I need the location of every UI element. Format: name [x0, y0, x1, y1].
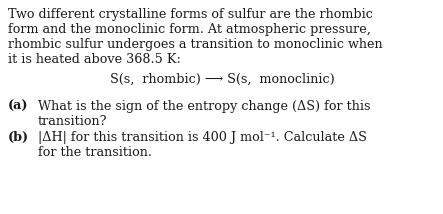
Text: (b): (b)	[8, 131, 29, 144]
Text: Two different crystalline forms of sulfur are the rhombic: Two different crystalline forms of sulfu…	[8, 8, 373, 21]
Text: rhombic sulfur undergoes a transition to monoclinic when: rhombic sulfur undergoes a transition to…	[8, 38, 383, 51]
Text: S(s,  rhombic) ⟶ S(s,  monoclinic): S(s, rhombic) ⟶ S(s, monoclinic)	[110, 73, 335, 86]
Text: transition?: transition?	[38, 115, 108, 128]
Text: form and the monoclinic form. At atmospheric pressure,: form and the monoclinic form. At atmosph…	[8, 23, 371, 36]
Text: What is the sign of the entropy change (ΔS) for this: What is the sign of the entropy change (…	[38, 100, 370, 113]
Text: for the transition.: for the transition.	[38, 146, 152, 159]
Text: |ΔH| for this transition is 400 J mol⁻¹. Calculate ΔS: |ΔH| for this transition is 400 J mol⁻¹.…	[38, 131, 367, 144]
Text: it is heated above 368.5 K:: it is heated above 368.5 K:	[8, 53, 181, 66]
Text: (a): (a)	[8, 100, 28, 113]
